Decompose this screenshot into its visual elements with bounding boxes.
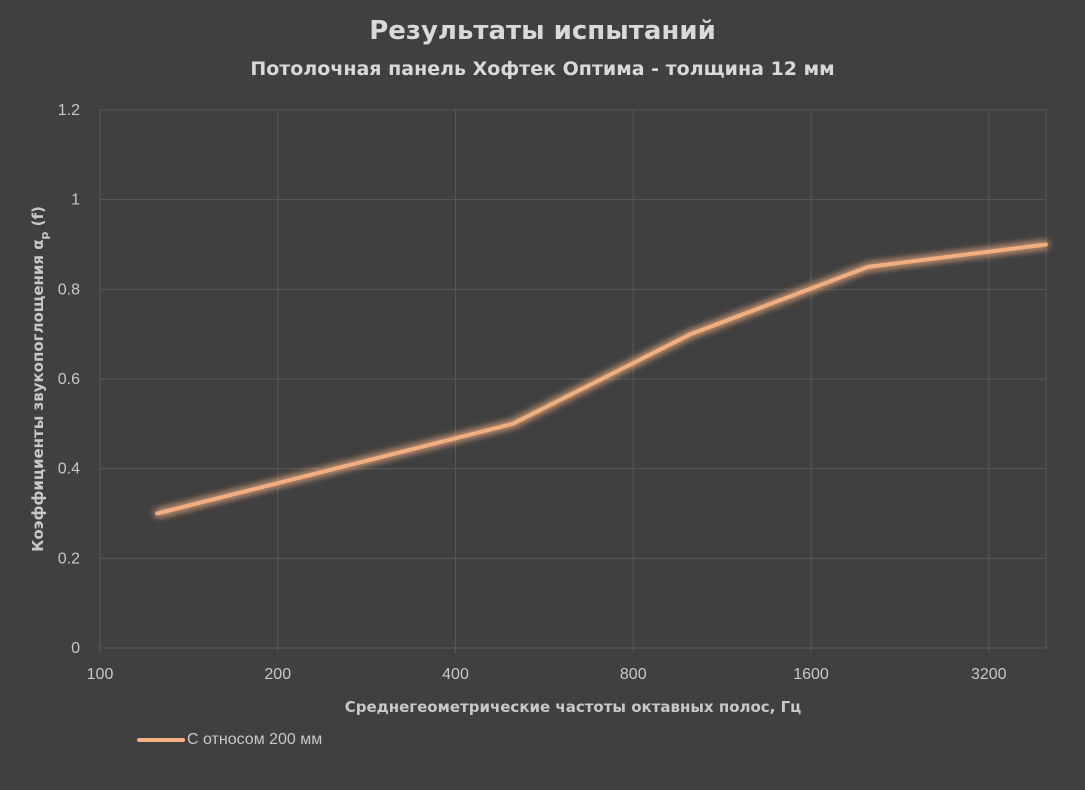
- series-line: [155, 242, 1048, 516]
- chart-subtitle: Потолочная панель Хофтек Оптима - толщин…: [250, 58, 835, 80]
- x-tick-label: 400: [442, 666, 469, 683]
- x-tick-label: 800: [620, 666, 647, 683]
- y-tick-label: 0.2: [58, 550, 80, 567]
- y-axis-title-suffix: (f): [29, 206, 47, 231]
- y-tick-label: 0.4: [58, 461, 80, 478]
- x-tick-label: 200: [264, 666, 291, 683]
- legend-swatch: [137, 738, 185, 742]
- x-tick-label: 100: [87, 666, 114, 683]
- legend-label: С относом 200 мм: [187, 731, 323, 748]
- y-tick-label: 1.2: [58, 102, 80, 119]
- grid-lines: [99, 109, 1047, 653]
- tick-labels: 0 0.2 0.4 0.6 0.8 1 1.2 100 200 400 800 1600 3200: [58, 102, 1007, 683]
- series-layer: [155, 242, 1048, 516]
- y-axis-title-main: Коэффициенты звукопоглощения α: [29, 239, 47, 551]
- y-tick-label: 0.8: [58, 281, 80, 298]
- chart-title: Результаты испытаний: [369, 16, 716, 46]
- y-axis-title-subscript: p: [38, 231, 51, 239]
- y-axis-title: Коэффициенты звукопоглощения αp (f): [29, 206, 51, 552]
- x-tick-label: 3200: [971, 666, 1007, 683]
- y-tick-label: 1: [71, 192, 80, 209]
- x-axis-title: Среднегеометрические частоты октавных по…: [345, 698, 802, 716]
- y-tick-label: 0.6: [58, 371, 80, 388]
- x-tick-label: 1600: [793, 666, 829, 683]
- legend: С относом 200 мм: [137, 731, 322, 749]
- y-tick-label: 0: [71, 640, 80, 657]
